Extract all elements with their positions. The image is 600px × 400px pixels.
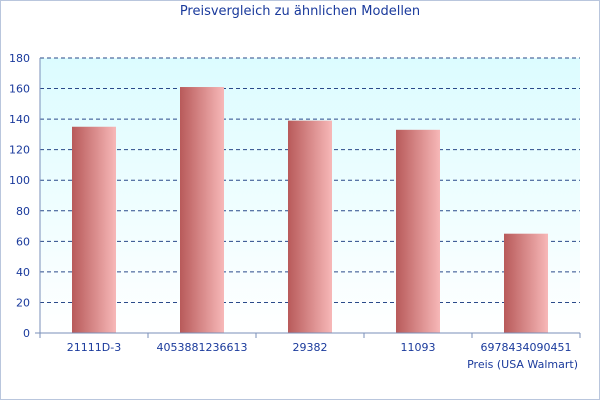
y-tick-label: 100 xyxy=(9,174,30,187)
bar xyxy=(504,233,548,333)
y-tick-label: 180 xyxy=(9,52,30,65)
bar xyxy=(396,129,440,333)
y-tick-label: 140 xyxy=(9,113,30,126)
bar xyxy=(180,87,224,334)
y-tick-labels: 0 20 40 60 80 100 120 140 160 180 xyxy=(9,52,30,340)
y-tick-label: 60 xyxy=(16,235,30,248)
x-axis-label: Preis (USA Walmart) xyxy=(467,358,578,371)
y-tick-label: 20 xyxy=(16,296,30,309)
x-tick-label: 6978434090451 xyxy=(481,341,572,354)
y-tick-label: 120 xyxy=(9,144,30,157)
x-tick-label: 11093 xyxy=(401,341,436,354)
y-tick-label: 40 xyxy=(16,266,30,279)
bars xyxy=(72,87,548,334)
axes xyxy=(35,58,581,338)
x-tick-label: 4053881236613 xyxy=(157,341,248,354)
y-tick-label: 0 xyxy=(23,327,30,340)
x-tick-label: 29382 xyxy=(293,341,328,354)
chart-title: Preisvergleich zu ähnlichen Modellen xyxy=(179,4,421,19)
x-tick-labels: 21111D-3 4053881236613 29382 11093 697843409… xyxy=(67,341,572,354)
y-tick-label: 160 xyxy=(9,83,30,96)
bar xyxy=(72,126,116,333)
bar xyxy=(288,120,332,333)
x-tick-label: 21111D-3 xyxy=(67,341,121,354)
y-tick-label: 80 xyxy=(16,205,30,218)
